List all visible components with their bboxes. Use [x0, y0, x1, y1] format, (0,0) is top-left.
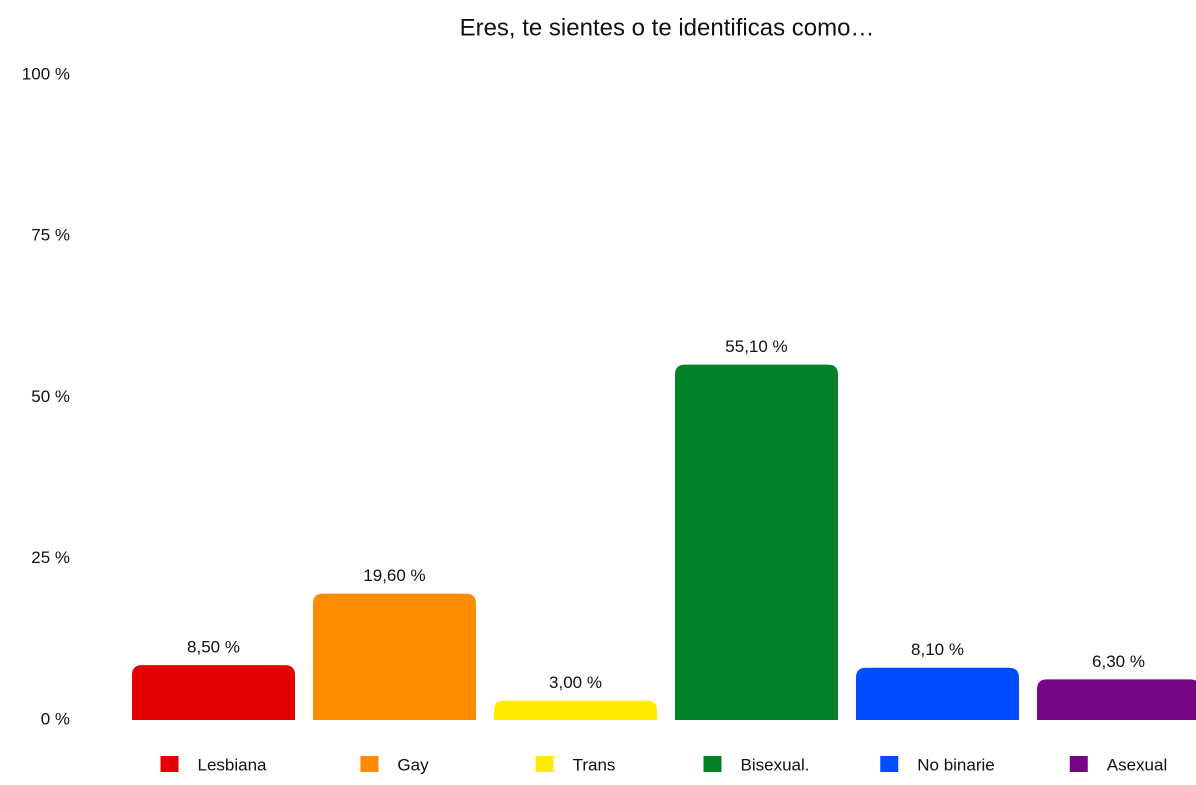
legend-label: Lesbiana [197, 755, 267, 774]
legend-swatch [535, 756, 554, 772]
value-label: 3,00 % [549, 673, 602, 692]
chart-title: Eres, te sientes o te identificas como… [460, 14, 875, 41]
bar [132, 665, 295, 720]
y-tick-label: 0 % [41, 709, 70, 728]
value-label: 55,10 % [725, 337, 787, 356]
legend-swatch [703, 756, 722, 772]
legend-label: Bisexual. [741, 755, 810, 774]
legend-swatch [880, 756, 899, 772]
bar [856, 667, 1019, 720]
legend-swatch [160, 756, 179, 772]
value-label: 6,30 % [1092, 652, 1145, 671]
value-label: 8,10 % [911, 640, 964, 659]
value-label: 19,60 % [363, 566, 425, 585]
y-tick-label: 100 % [22, 64, 70, 83]
legend-label: Asexual [1107, 755, 1167, 774]
bar [675, 364, 838, 720]
legend-label: No binarie [917, 755, 995, 774]
value-label: 8,50 % [187, 638, 240, 657]
bar [494, 700, 657, 720]
y-tick-label: 25 % [31, 548, 70, 567]
bar [313, 593, 476, 720]
legend-label: Trans [573, 755, 616, 774]
y-tick-label: 75 % [31, 226, 70, 245]
y-tick-label: 50 % [31, 387, 70, 406]
bar [1037, 679, 1196, 720]
legend-swatch [360, 756, 379, 772]
legend-swatch [1069, 756, 1088, 772]
legend-label: Gay [397, 755, 429, 774]
